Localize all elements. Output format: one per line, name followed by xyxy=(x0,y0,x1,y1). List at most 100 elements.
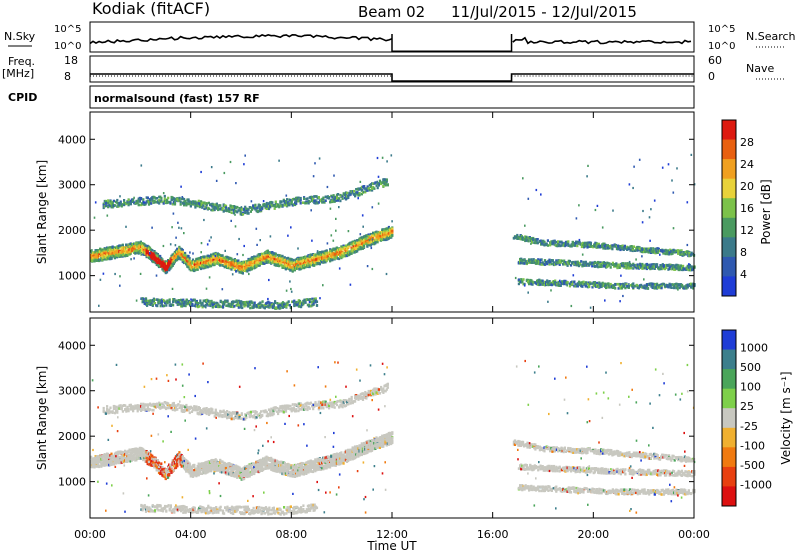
power-cell xyxy=(311,195,314,199)
power-cell xyxy=(97,253,101,256)
power-cell xyxy=(602,247,605,250)
power-cell xyxy=(331,252,334,256)
power-cell xyxy=(155,252,158,256)
power-cell xyxy=(537,279,540,283)
power-cell xyxy=(685,268,688,271)
power-cell xyxy=(576,244,579,248)
power-cell xyxy=(107,201,110,205)
power-cell xyxy=(312,302,315,305)
power-cell xyxy=(206,256,209,260)
power-cell xyxy=(254,264,257,268)
power-cell xyxy=(224,204,228,208)
power-cell xyxy=(306,197,309,200)
power-cell xyxy=(534,262,537,265)
power-cell xyxy=(591,285,594,289)
power-cell xyxy=(147,299,150,303)
power-cell xyxy=(331,248,334,252)
power-cell xyxy=(259,306,262,309)
power-cell xyxy=(258,262,261,265)
power-cell xyxy=(607,282,610,285)
power-cell xyxy=(560,259,564,263)
power-cell xyxy=(304,298,307,302)
power-cell xyxy=(210,262,213,265)
power-cell xyxy=(664,248,667,252)
power-cell xyxy=(160,257,163,260)
power-cell xyxy=(172,261,175,265)
power-cell xyxy=(315,304,319,307)
power-cell xyxy=(676,267,679,270)
power-speckle xyxy=(98,304,100,307)
power-cell xyxy=(266,251,269,255)
power-cell xyxy=(307,254,310,257)
power-cell xyxy=(163,304,166,308)
power-cell xyxy=(588,285,591,289)
power-cell xyxy=(112,246,115,249)
power-cell xyxy=(238,300,242,303)
velocity-cell xyxy=(90,460,93,464)
power-speckle xyxy=(385,272,388,276)
power-speckle xyxy=(370,246,373,250)
power-speckle xyxy=(91,249,93,252)
power-cell xyxy=(384,183,387,187)
freq-trace xyxy=(90,73,694,82)
power-cell xyxy=(232,211,235,215)
power-colorbar-swatch xyxy=(722,217,736,238)
power-cell xyxy=(594,283,597,287)
power-cell xyxy=(183,198,186,201)
power-cell xyxy=(166,198,169,202)
power-cell xyxy=(334,196,337,199)
power-cell xyxy=(361,185,365,188)
power-cell xyxy=(157,259,161,263)
power-cell xyxy=(93,259,96,263)
power-cell xyxy=(377,184,380,187)
power-cell xyxy=(139,242,142,246)
power-cell xyxy=(232,300,235,304)
power-speckle xyxy=(676,167,678,170)
power-cell xyxy=(191,266,195,269)
power-cell xyxy=(604,244,607,247)
power-colorbar-tick-label: 8 xyxy=(740,246,747,259)
power-cell xyxy=(341,194,344,198)
power-cell xyxy=(546,282,549,286)
power-cell xyxy=(228,266,231,270)
power-cell xyxy=(230,303,234,306)
power-cell xyxy=(643,266,646,270)
power-cell xyxy=(275,260,278,263)
power-cell xyxy=(688,254,691,258)
power-cell xyxy=(540,263,543,266)
power-cell xyxy=(184,201,187,205)
power-colorbar-swatch xyxy=(722,178,736,199)
power-cell xyxy=(249,266,252,270)
power-cell xyxy=(615,262,618,265)
power-cell xyxy=(552,261,556,264)
power-cell xyxy=(648,283,651,287)
power-cell xyxy=(292,198,295,201)
power-cell xyxy=(268,254,272,257)
power-ytick-label: 1000 xyxy=(58,270,86,283)
power-cell xyxy=(220,259,223,263)
power-speckle xyxy=(285,194,288,197)
power-cell xyxy=(171,253,174,257)
power-cell xyxy=(652,251,655,254)
power-cell xyxy=(678,268,681,272)
power-cell xyxy=(580,245,583,249)
power-cell xyxy=(314,300,317,304)
power-cell xyxy=(557,280,560,284)
power-cell xyxy=(266,301,269,305)
power-cell xyxy=(274,252,277,256)
power-cell xyxy=(122,250,125,253)
power-cell xyxy=(581,264,584,268)
power-cell xyxy=(171,196,174,200)
power-cell xyxy=(331,258,334,262)
power-speckle xyxy=(620,274,622,277)
power-cell xyxy=(688,263,691,267)
power-cell xyxy=(206,265,209,269)
power-cell xyxy=(646,248,649,252)
power-cell xyxy=(310,260,313,263)
power-speckle xyxy=(338,206,340,209)
power-cell xyxy=(618,284,621,288)
power-cell xyxy=(366,244,369,248)
power-cell xyxy=(553,240,556,243)
power-cell xyxy=(170,265,173,269)
power-speckle xyxy=(581,281,583,284)
